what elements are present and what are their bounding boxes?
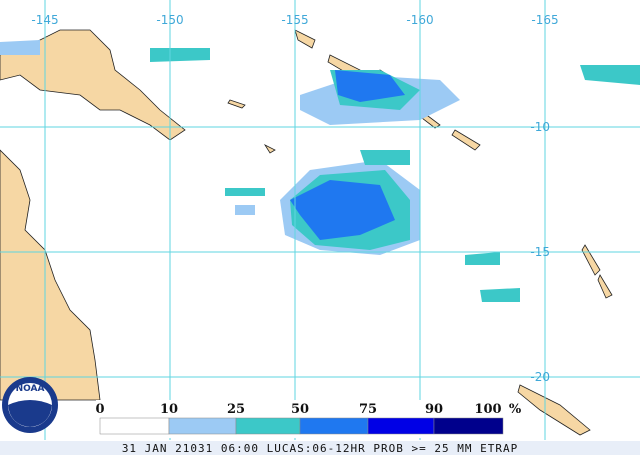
legend-swatch [99, 417, 170, 435]
footer-bar [0, 441, 640, 455]
latitude-label: -20 [530, 370, 550, 384]
legend-label: 10 [160, 402, 178, 417]
longitude-label: -155 [281, 13, 308, 27]
legend-label: 100 [474, 402, 501, 417]
noaa-logo: NOAA [2, 377, 58, 433]
legend-swatch [299, 417, 369, 435]
legend: 0 10 25 50 75 90 100% [95, 402, 522, 435]
legend-label: 25 [227, 402, 245, 417]
longitude-label: -145 [31, 13, 58, 27]
legend-label: 0 [95, 402, 104, 417]
graticule [0, 0, 640, 440]
longitude-label: -150 [156, 13, 183, 27]
labels: -145 -150 -155 -160 -165 -10 -15 -20 [31, 13, 558, 384]
legend-swatch [168, 417, 237, 435]
longitude-label: -160 [406, 13, 433, 27]
latitude-label: -10 [530, 120, 550, 134]
legend-unit: % [509, 402, 522, 417]
footer-text: 31 JAN 21031 06:00 LUCAS:06-12HR PROB >=… [122, 442, 518, 455]
logo-text: NOAA [16, 384, 45, 394]
legend-label: 90 [425, 402, 443, 417]
land [0, 29, 613, 436]
legend-swatch [235, 417, 301, 435]
legend-label: 50 [291, 402, 309, 417]
legend-swatch [367, 417, 435, 435]
longitude-label: -165 [531, 13, 558, 27]
legend-swatch [433, 417, 504, 435]
latitude-label: -15 [530, 245, 550, 259]
legend-label: 75 [359, 402, 377, 417]
